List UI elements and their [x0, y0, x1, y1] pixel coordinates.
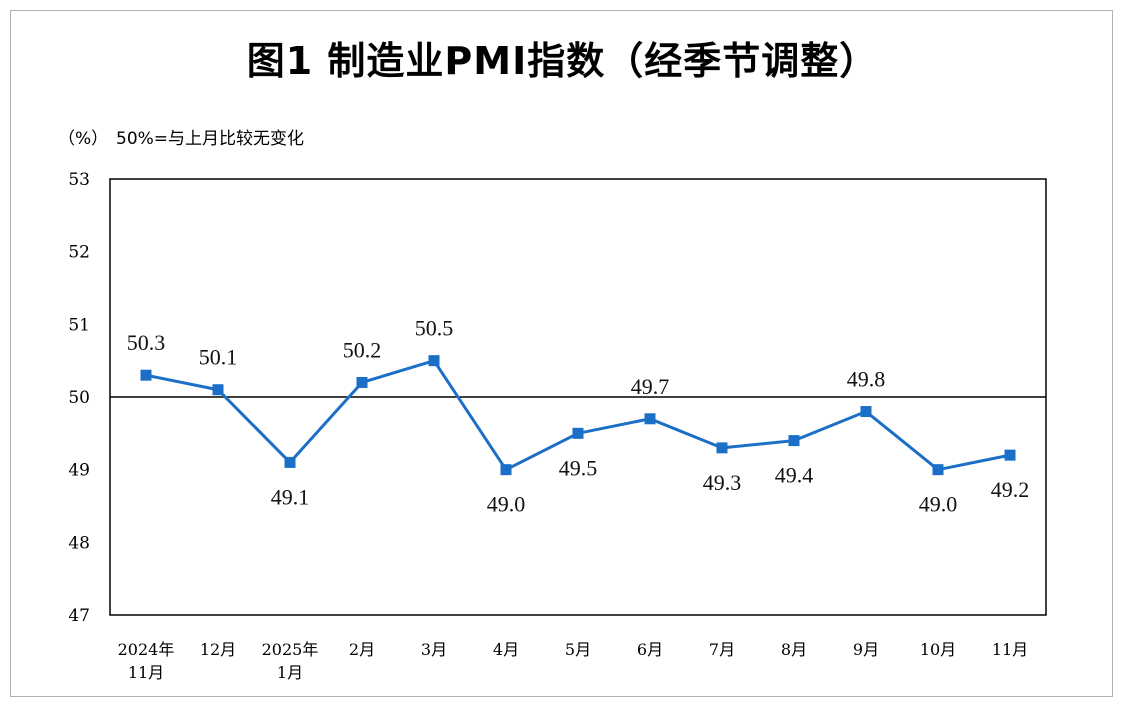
x-tick-label: 5月 — [565, 640, 591, 659]
data-point — [428, 355, 440, 367]
x-tick-label: 8月 — [781, 640, 807, 659]
y-tick-label: 49 — [68, 461, 90, 481]
x-tick-label: 12月 — [200, 640, 236, 659]
data-label: 50.5 — [415, 316, 454, 341]
x-tick-label: 4月 — [493, 640, 519, 659]
y-tick-label: 53 — [68, 170, 90, 190]
reference-note: 50%=与上月比较无变化 — [116, 129, 305, 149]
chart-frame — [10, 10, 1113, 697]
chart-title: 图1 制造业PMI指数（经季节调整） — [246, 39, 879, 83]
data-point — [860, 406, 872, 418]
y-tick-label: 51 — [68, 315, 90, 335]
data-label: 50.1 — [199, 345, 238, 370]
x-tick-label: 9月 — [853, 640, 879, 659]
data-point — [788, 435, 800, 447]
data-label: 49.5 — [559, 455, 598, 480]
data-point — [500, 464, 512, 476]
data-label: 49.1 — [271, 484, 310, 509]
data-point — [716, 442, 728, 454]
data-label: 49.4 — [775, 463, 814, 488]
data-label: 49.7 — [631, 374, 670, 399]
x-tick-label: 11月 — [128, 663, 164, 682]
x-tick-label: 1月 — [277, 663, 303, 682]
data-point — [284, 456, 296, 468]
data-label: 50.2 — [343, 337, 382, 362]
x-tick-label: 11月 — [992, 640, 1028, 659]
x-tick-label: 2024年 — [118, 640, 175, 659]
x-tick-label: 2025年 — [262, 640, 319, 659]
y-tick-label: 50 — [68, 388, 90, 408]
data-point — [572, 427, 584, 439]
x-tick-label: 6月 — [637, 640, 663, 659]
data-label: 49.0 — [919, 492, 958, 517]
data-label: 49.3 — [703, 470, 742, 495]
data-point — [932, 464, 944, 476]
data-point — [356, 376, 368, 388]
y-tick-label: 48 — [68, 533, 90, 553]
data-point — [140, 369, 152, 381]
data-label: 50.3 — [127, 330, 166, 355]
x-tick-label: 10月 — [920, 640, 956, 659]
data-point — [1004, 449, 1016, 461]
data-point — [644, 413, 656, 425]
data-label: 49.2 — [991, 477, 1030, 502]
y-axis-unit-label: （%） — [58, 129, 109, 149]
data-point — [212, 384, 224, 396]
x-tick-label: 3月 — [421, 640, 447, 659]
data-label: 49.0 — [487, 492, 526, 517]
y-tick-label: 47 — [68, 606, 90, 626]
y-tick-label: 52 — [68, 243, 90, 263]
x-tick-label: 2月 — [349, 640, 375, 659]
data-label: 49.8 — [847, 367, 886, 392]
x-tick-label: 7月 — [709, 640, 735, 659]
